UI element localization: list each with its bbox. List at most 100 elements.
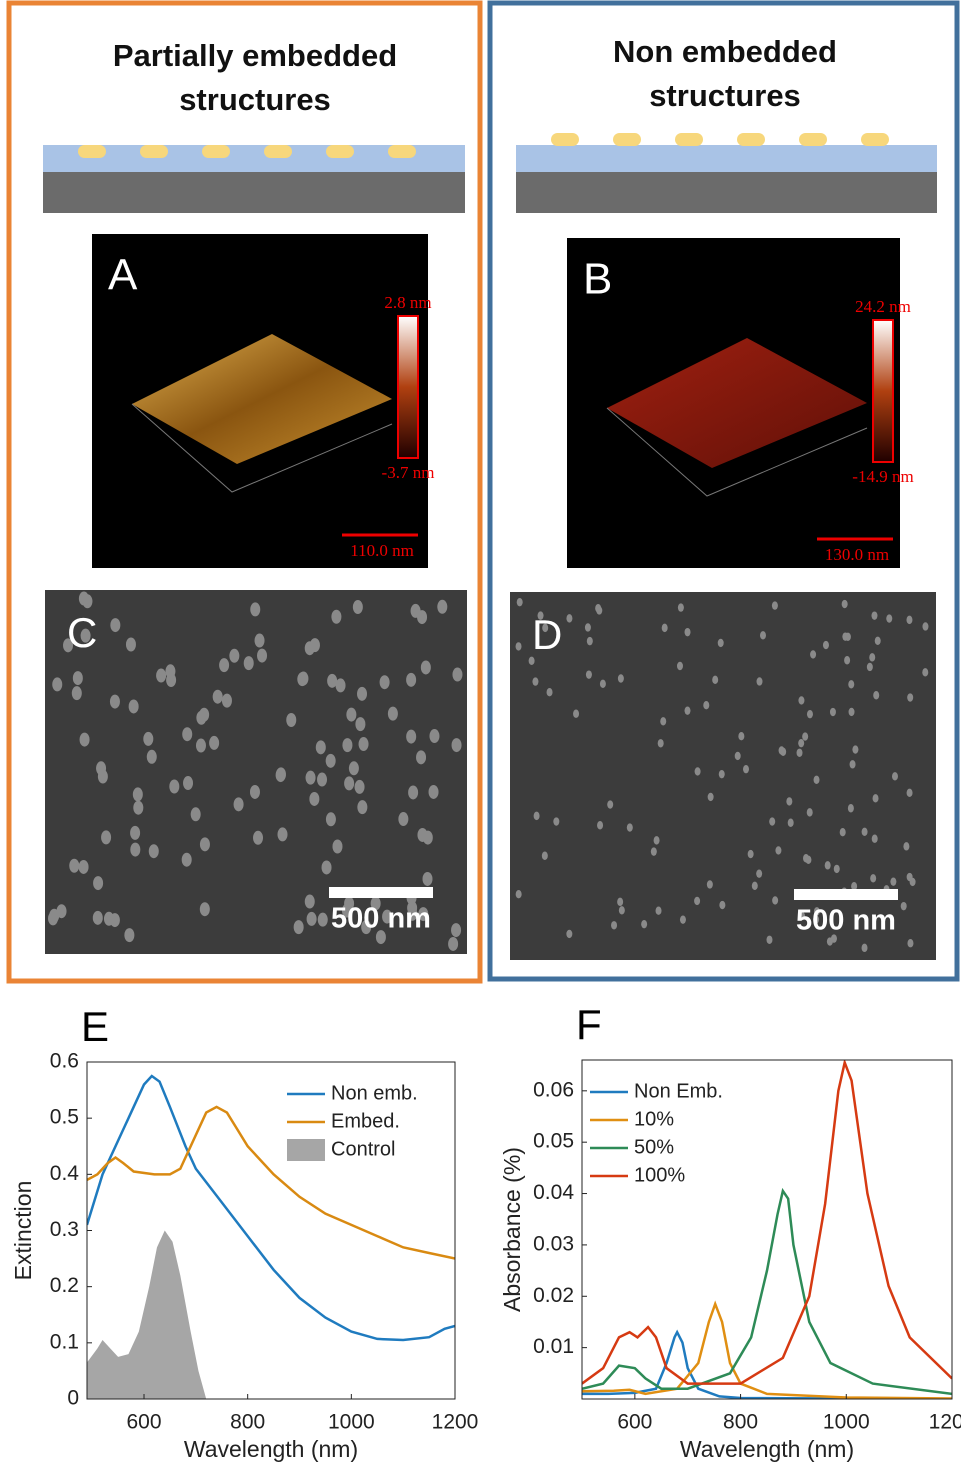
- sem-particle: [316, 740, 326, 754]
- sem-particle: [359, 737, 369, 751]
- sem-particle: [906, 616, 912, 624]
- sem-particle: [342, 738, 352, 752]
- sem-particle: [890, 877, 896, 885]
- sem-particle: [660, 717, 666, 725]
- sem-label: D: [532, 611, 562, 658]
- sem-particle: [662, 624, 668, 632]
- sem-particle: [873, 691, 879, 699]
- sem-particle: [422, 872, 432, 886]
- scale-bar: [329, 887, 433, 898]
- sem-particle: [52, 677, 62, 691]
- sem-particle: [619, 906, 625, 914]
- nanoparticle: [737, 133, 765, 146]
- sem-particle: [234, 797, 244, 811]
- sem-particle: [310, 638, 320, 652]
- sem-particle: [834, 865, 840, 873]
- sem-particle: [748, 850, 754, 858]
- x-tick-label: 1200: [929, 1411, 961, 1434]
- afm-label: A: [108, 251, 138, 300]
- sem-particle: [79, 860, 89, 874]
- polymer-layer: [516, 145, 937, 172]
- sem-particle: [349, 761, 359, 775]
- colorbar-max: 24.2 nm: [855, 297, 911, 316]
- sem-particle: [756, 869, 762, 877]
- sem-particle: [875, 637, 881, 645]
- sem-particle: [597, 821, 603, 829]
- sem-particle: [797, 749, 803, 757]
- sem-particle: [133, 787, 143, 801]
- sem-particle: [332, 839, 342, 853]
- line: [582, 1332, 952, 1399]
- sem-particle: [873, 794, 879, 802]
- sem-particle: [802, 732, 808, 740]
- sem-particle: [516, 642, 522, 650]
- sem-particle: [72, 686, 82, 700]
- sem-particle: [844, 656, 850, 664]
- y-tick-label: 0.1: [50, 1330, 79, 1353]
- sem-particle: [534, 812, 540, 820]
- sem-particle: [326, 754, 336, 768]
- sem-particle: [587, 637, 593, 645]
- sem-particle: [798, 696, 804, 704]
- sem-particle: [331, 610, 341, 624]
- sem-particle: [147, 750, 157, 764]
- sem-particle: [417, 828, 427, 842]
- sem-particle: [907, 693, 913, 701]
- colorbar: [398, 316, 418, 458]
- sem-particle: [126, 638, 136, 652]
- legend-label: Non emb.: [331, 1082, 418, 1104]
- sem-particle: [850, 760, 856, 768]
- sem-particle: [213, 690, 223, 704]
- sem-particle: [656, 906, 662, 914]
- sem-particle: [110, 913, 120, 927]
- y-tick-label: 0.06: [533, 1078, 574, 1101]
- sem-particle: [278, 827, 288, 841]
- y-tick-label: 0.6: [50, 1050, 79, 1073]
- colorbar-min: -3.7 nm: [382, 463, 435, 482]
- x-tick-label: 1200: [432, 1411, 479, 1434]
- legend-swatch: [287, 1139, 325, 1161]
- sem-particle: [738, 732, 744, 740]
- sem-particle: [848, 804, 854, 812]
- sem-scale: 500 nm: [331, 903, 431, 935]
- y-tick-label: 0.4: [50, 1162, 80, 1185]
- sem-particle: [517, 598, 523, 606]
- sem-particle: [309, 792, 319, 806]
- legend-label: 10%: [634, 1108, 674, 1130]
- nanoparticle: [551, 133, 579, 146]
- sem-particle: [547, 688, 553, 696]
- sem-particle: [209, 736, 219, 750]
- colorbar-min: -14.9 nm: [852, 467, 913, 486]
- y-tick-label: 0: [67, 1387, 79, 1410]
- sem-particle: [250, 602, 260, 616]
- sem-particle: [380, 675, 390, 689]
- sem-particle: [760, 631, 766, 639]
- panel-title: Partially embedded structures: [40, 34, 470, 122]
- sem-particle: [786, 797, 792, 805]
- sem-particle: [892, 772, 898, 780]
- sem-particle: [922, 668, 928, 676]
- sem-particle: [73, 671, 83, 685]
- x-tick-label: 1000: [328, 1411, 375, 1434]
- sem-particle: [803, 854, 809, 862]
- sem-particle: [124, 928, 134, 942]
- page: {"top_panels": [ {"title": "Partially em…: [0, 0, 961, 1470]
- sem-particle: [276, 767, 286, 781]
- sem-particle: [182, 853, 192, 867]
- sem-particle: [757, 677, 763, 685]
- legend-label: Non Emb.: [634, 1080, 723, 1102]
- sem-particle: [680, 915, 686, 923]
- x-tick-label: 800: [723, 1411, 758, 1434]
- sem-particle: [775, 846, 781, 854]
- sem-particle: [388, 707, 398, 721]
- sem-particle: [825, 861, 831, 869]
- sem-particle: [229, 649, 239, 663]
- legend-label: Embed.: [331, 1110, 400, 1132]
- legend-label: Control: [331, 1138, 395, 1160]
- sem-particle: [452, 668, 462, 682]
- sem-particle: [318, 913, 328, 927]
- sem-particle: [346, 708, 356, 722]
- sem-particle: [416, 750, 426, 764]
- sem-particle: [326, 812, 336, 826]
- sem-particle: [807, 710, 813, 718]
